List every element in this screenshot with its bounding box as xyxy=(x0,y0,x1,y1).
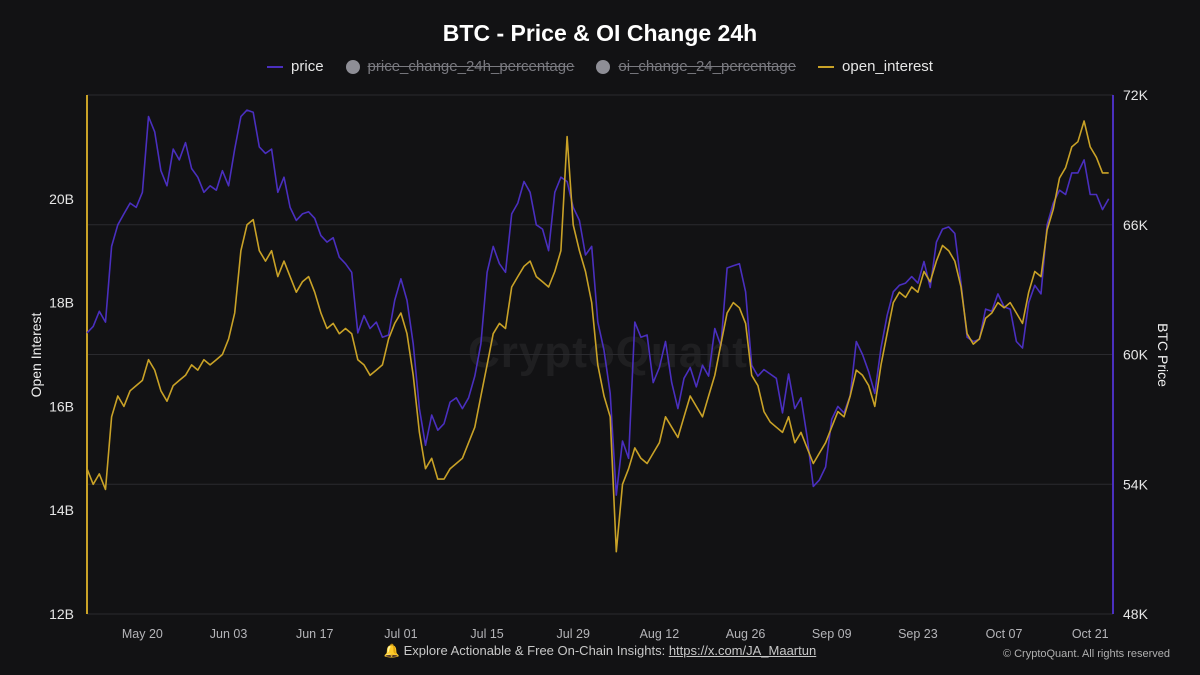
tick-labels: 48K 54K 60K 66K 72K 12B 14B 16B 18B 20B May 20 Jun … xyxy=(49,87,1148,641)
footer: 🔔 Explore Actionable & Free On-Chain Ins… xyxy=(0,643,1200,659)
x-tick-label: Sep 09 xyxy=(812,627,852,641)
footer-link[interactable]: https://x.com/JA_Maartun xyxy=(668,643,817,658)
x-tick-label: Aug 12 xyxy=(640,627,680,641)
legend-label-open-interest: open_interest xyxy=(842,58,933,75)
x-tick-label: Jun 03 xyxy=(210,627,248,641)
legend-label-oi-change: oi_change_24_percentage xyxy=(618,58,797,75)
x-tick-label: May 20 xyxy=(122,627,163,641)
y-left-tick-label: 14B xyxy=(49,502,74,518)
x-tick-label: Aug 26 xyxy=(726,627,766,641)
chart-title: BTC - Price & OI Change 24h xyxy=(442,20,758,46)
footer-text: Explore Actionable & Free On-Chain Insig… xyxy=(403,643,666,658)
y-left-axis-title: Open Interest xyxy=(28,312,44,398)
y-right-tick-label: 72K xyxy=(1123,87,1149,103)
legend-swatch-price-change xyxy=(345,59,360,74)
x-tick-label: Oct 07 xyxy=(986,627,1023,641)
x-tick-label: Oct 21 xyxy=(1072,627,1109,641)
bell-icon: 🔔 xyxy=(383,643,400,658)
x-tick-label: Jul 29 xyxy=(557,627,590,641)
legend-label-price: price xyxy=(291,58,324,75)
legend-swatch-price xyxy=(267,65,284,68)
x-tick-label: Sep 23 xyxy=(898,627,938,641)
y-left-tick-label: 18B xyxy=(49,295,74,311)
y-left-tick-label: 16B xyxy=(49,398,74,414)
legend-swatch-oi-change xyxy=(596,59,611,74)
y-right-tick-label: 60K xyxy=(1123,347,1149,363)
series-line-open-interest xyxy=(86,120,1109,553)
legend-label-price-change: price_change_24h_percentage xyxy=(367,58,575,75)
legend-item-price[interactable]: price xyxy=(267,58,324,75)
gridlines xyxy=(87,94,1113,615)
legend: price price_change_24h_percentage oi_cha… xyxy=(0,58,1200,75)
y-right-tick-label: 54K xyxy=(1123,476,1149,492)
legend-item-open-interest[interactable]: open_interest xyxy=(818,58,933,75)
y-right-axis-title: BTC Price xyxy=(1155,323,1171,387)
series-line-price xyxy=(86,109,1110,496)
series xyxy=(86,109,1110,553)
x-tick-label: Jul 01 xyxy=(384,627,417,641)
axes xyxy=(86,95,1114,614)
x-tick-label: Jul 15 xyxy=(470,627,503,641)
legend-item-oi-change[interactable]: oi_change_24_percentage xyxy=(596,58,796,75)
x-tick-label: Jun 17 xyxy=(296,627,334,641)
y-right-tick-label: 48K xyxy=(1123,606,1149,622)
copyright: © CryptoQuant. All rights reserved xyxy=(1002,648,1170,660)
y-right-tick-label: 66K xyxy=(1123,217,1149,233)
legend-item-price-change[interactable]: price_change_24h_percentage xyxy=(345,58,575,75)
y-left-tick-label: 12B xyxy=(49,606,74,622)
y-left-tick-label: 20B xyxy=(49,191,74,207)
legend-swatch-open-interest xyxy=(818,65,835,68)
